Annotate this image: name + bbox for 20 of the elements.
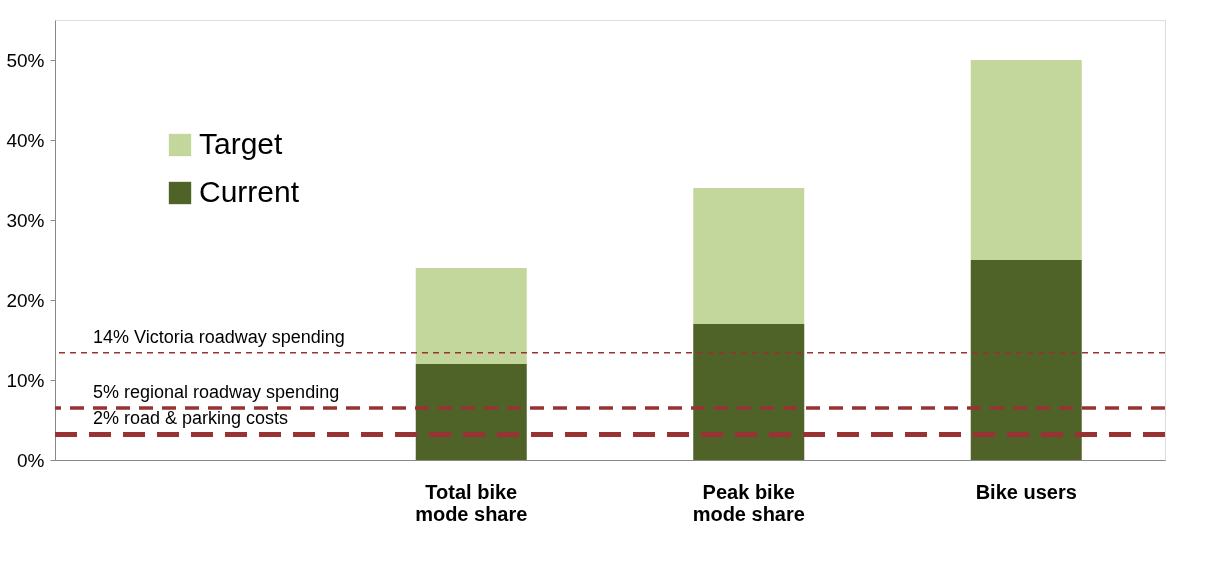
x-tick-label: Peak bike mode share <box>692 480 805 525</box>
y-tick-label: 0% <box>17 449 45 471</box>
legend-label: Current <box>199 175 300 208</box>
bar <box>693 188 805 324</box>
legend-label: Target <box>199 127 284 160</box>
ref-line-label: 14% Victoria roadway spending <box>93 326 345 347</box>
y-tick-label: 10% <box>6 369 45 391</box>
bar <box>415 364 527 460</box>
ref-line-label: 5% regional roadway spending <box>93 382 340 402</box>
bar <box>970 260 1082 460</box>
bar <box>693 324 805 460</box>
y-tick-label: 20% <box>6 289 45 311</box>
y-tick-label: 40% <box>6 129 45 151</box>
bar <box>415 268 527 364</box>
x-tick-label: Bike users <box>975 480 1077 503</box>
x-tick-label: Total bike mode share <box>415 480 528 525</box>
ref-line-label: 2% road & parking costs <box>93 408 289 429</box>
y-tick-label: 30% <box>6 209 45 231</box>
y-tick-label: 50% <box>6 49 45 71</box>
bar <box>970 60 1082 260</box>
